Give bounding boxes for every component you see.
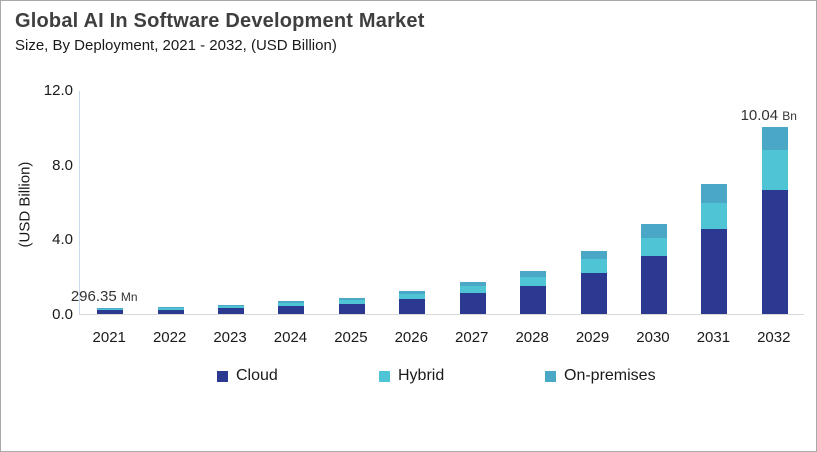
bar-2024 — [278, 301, 305, 314]
x-tick-label-2021: 2021 — [92, 329, 126, 346]
plot-area — [79, 91, 804, 315]
data-label-value: 10.04 — [740, 106, 783, 124]
bar-segment-cloud-2023 — [218, 308, 245, 314]
y-tick-label: 4.0 — [52, 231, 73, 249]
data-label-2021: 296.35 Mn — [71, 288, 138, 305]
bar-segment-on-premises-2028 — [520, 270, 547, 277]
bar-2022 — [157, 307, 184, 314]
chart-title: Global AI In Software Development Market — [15, 10, 425, 32]
bar-segment-cloud-2030 — [640, 255, 667, 314]
legend-label: On-premises — [564, 367, 656, 384]
bar-segment-cloud-2025 — [338, 303, 365, 314]
bar-segment-cloud-2028 — [520, 285, 547, 314]
legend-label: Cloud — [236, 367, 278, 384]
bar-segment-on-premises-2021 — [97, 308, 124, 310]
x-tick-label-2023: 2023 — [213, 329, 247, 346]
bar-segment-hybrid-2028 — [520, 276, 547, 286]
legend-label: Hybrid — [398, 367, 445, 384]
x-tick-label-2022: 2022 — [152, 329, 187, 346]
data-label-2032: 10.04 Bn — [741, 107, 797, 124]
x-tick-label-2029: 2029 — [575, 329, 610, 346]
bar-segment-hybrid-2023 — [218, 306, 245, 309]
bar-segment-cloud-2026 — [399, 299, 426, 314]
legend-swatch-icon — [379, 370, 390, 382]
legend: Cloud Hybrid On-premises — [1, 367, 816, 387]
y-tick-label: 12.0 — [43, 82, 73, 99]
bar-segment-on-premises-2030 — [640, 224, 667, 239]
legend-swatch-icon — [217, 370, 228, 382]
chart-header: Global AI In Software Development Market… — [15, 10, 425, 54]
bar-segment-on-premises-2025 — [338, 297, 365, 300]
bar-segment-hybrid-2022 — [157, 308, 184, 310]
bar-2028 — [520, 270, 547, 314]
y-tick-label: 0.0 — [52, 306, 73, 323]
x-tick-label-2026: 2026 — [394, 329, 428, 346]
chart-subtitle: Size, By Deployment, 2021 - 2032, (USD B… — [15, 37, 337, 54]
legend-item-cloud: Cloud — [217, 367, 278, 385]
y-tick-label: 8.0 — [52, 156, 73, 174]
bar-segment-hybrid-2027 — [459, 286, 486, 294]
bar-2025 — [338, 297, 365, 314]
x-tick-label-2027: 2027 — [455, 329, 489, 346]
x-tick-label-2024: 2024 — [273, 329, 308, 346]
bar-2031 — [701, 183, 728, 314]
bar-2026 — [399, 291, 426, 314]
bar-segment-cloud-2032 — [761, 190, 788, 314]
data-label-value: 296.35 — [70, 288, 121, 306]
bar-2030 — [640, 224, 667, 314]
bar-segment-hybrid-2032 — [761, 150, 788, 191]
bar-segment-on-premises-2024 — [278, 301, 305, 303]
data-label-unit: Mn — [120, 290, 138, 305]
x-tick-label-2025: 2025 — [334, 329, 368, 346]
bar-2027 — [459, 281, 486, 314]
bar-2032 — [761, 126, 788, 314]
bar-segment-cloud-2024 — [278, 305, 305, 314]
bar-segment-cloud-2021 — [97, 310, 124, 314]
bar-2021 — [97, 308, 124, 314]
legend-item-on-premises: On-premises — [545, 367, 656, 385]
bar-segment-hybrid-2029 — [580, 259, 607, 274]
bar-segment-cloud-2027 — [459, 293, 486, 314]
bar-segment-on-premises-2022 — [157, 307, 184, 309]
x-tick-label-2028: 2028 — [515, 329, 549, 346]
bar-segment-hybrid-2025 — [338, 299, 365, 304]
bar-segment-hybrid-2024 — [278, 303, 305, 306]
bar-segment-hybrid-2021 — [97, 309, 124, 311]
bar-segment-on-premises-2023 — [218, 304, 245, 307]
bar-segment-hybrid-2031 — [701, 203, 728, 230]
bar-2029 — [580, 251, 607, 314]
bar-segment-on-premises-2032 — [761, 126, 788, 151]
data-label-unit: Bn — [782, 108, 797, 123]
bar-segment-cloud-2029 — [580, 273, 607, 314]
legend-swatch-icon — [545, 370, 556, 382]
x-tick-label-2031: 2031 — [696, 329, 731, 346]
bar-segment-cloud-2022 — [157, 309, 184, 314]
bar-segment-on-premises-2027 — [459, 281, 486, 287]
bar-segment-cloud-2031 — [701, 229, 728, 314]
x-tick-label-2030: 2030 — [636, 329, 670, 346]
x-tick-label-2032: 2032 — [757, 329, 791, 346]
bar-segment-hybrid-2026 — [399, 294, 426, 300]
bar-segment-on-premises-2029 — [580, 251, 607, 260]
bar-segment-on-premises-2026 — [399, 291, 426, 295]
legend-item-hybrid: Hybrid — [379, 367, 444, 385]
bar-2023 — [218, 304, 245, 314]
bar-segment-hybrid-2030 — [640, 238, 667, 256]
bar-segment-on-premises-2031 — [701, 183, 728, 204]
